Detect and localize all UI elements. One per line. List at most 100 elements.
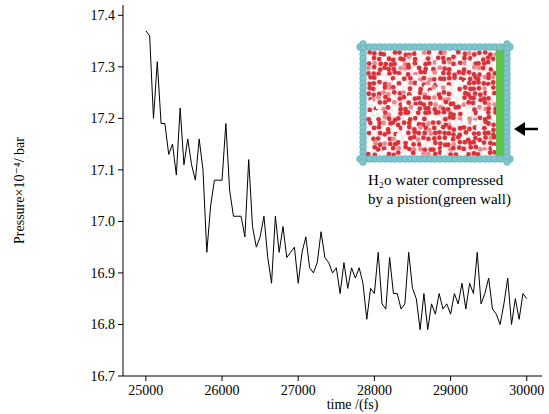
molecule xyxy=(402,126,407,131)
molecule xyxy=(412,130,417,135)
molecule xyxy=(381,90,386,95)
molecule xyxy=(413,92,418,97)
x-tick xyxy=(450,376,451,381)
molecule xyxy=(382,141,387,146)
molecule xyxy=(372,51,377,56)
molecule xyxy=(478,147,483,152)
molecule xyxy=(456,105,461,110)
molecule xyxy=(392,90,397,95)
molecule xyxy=(427,70,432,75)
molecule xyxy=(382,85,387,90)
molecule xyxy=(446,92,451,97)
molecule xyxy=(441,71,446,76)
molecule xyxy=(441,151,446,156)
molecule xyxy=(391,136,396,141)
molecule xyxy=(376,125,381,130)
molecule xyxy=(436,120,441,125)
molecule xyxy=(391,120,396,125)
molecule xyxy=(442,50,447,55)
molecule xyxy=(381,120,386,125)
molecule xyxy=(472,65,477,70)
molecule xyxy=(451,127,456,132)
molecule xyxy=(483,150,488,155)
molecule xyxy=(396,140,401,145)
molecule xyxy=(367,81,372,86)
molecule xyxy=(366,91,371,96)
molecule xyxy=(371,136,376,141)
molecule xyxy=(491,122,496,127)
molecule xyxy=(366,112,371,117)
molecule xyxy=(457,145,462,150)
molecule xyxy=(476,131,481,136)
molecule xyxy=(386,105,391,110)
molecule xyxy=(476,61,481,66)
molecule xyxy=(426,137,431,142)
molecule xyxy=(407,120,412,125)
molecule xyxy=(422,50,427,55)
molecule xyxy=(378,62,383,67)
molecule xyxy=(457,80,462,85)
molecule xyxy=(406,65,411,70)
molecule xyxy=(372,65,377,70)
molecule xyxy=(456,135,461,140)
molecule xyxy=(387,71,392,76)
molecule xyxy=(487,102,492,107)
molecule xyxy=(436,110,441,115)
molecule xyxy=(426,56,431,61)
molecule xyxy=(416,137,421,142)
molecule xyxy=(447,76,452,81)
molecule xyxy=(486,55,491,60)
molecule xyxy=(477,86,482,91)
molecule xyxy=(442,76,447,81)
molecule xyxy=(452,75,457,80)
molecule xyxy=(451,137,456,142)
molecule xyxy=(372,120,377,125)
molecule xyxy=(483,135,488,140)
molecule xyxy=(422,70,427,75)
molecule xyxy=(472,52,477,57)
x-tick-label: 28000 xyxy=(357,383,392,398)
molecule xyxy=(416,50,421,55)
molecule xyxy=(408,105,413,110)
molecule xyxy=(432,95,437,100)
molecule xyxy=(381,52,386,57)
inset-image xyxy=(357,41,514,166)
molecule xyxy=(433,140,438,145)
molecule xyxy=(473,91,478,96)
molecule xyxy=(471,101,476,106)
molecule xyxy=(398,66,403,71)
molecule xyxy=(408,76,413,81)
molecule xyxy=(436,87,441,92)
molecule xyxy=(447,125,452,130)
molecule xyxy=(381,76,386,81)
molecule xyxy=(476,80,481,85)
molecule xyxy=(382,65,387,70)
molecule xyxy=(486,131,491,136)
y-tick xyxy=(118,169,123,170)
molecule xyxy=(427,50,432,55)
molecule xyxy=(372,126,377,131)
y-tick xyxy=(118,376,123,377)
molecule xyxy=(491,56,496,61)
molecule xyxy=(462,125,467,130)
molecule xyxy=(442,60,447,65)
molecule xyxy=(368,100,373,105)
molecule xyxy=(397,81,402,86)
y-tick-label: 17.4 xyxy=(91,8,116,23)
molecule xyxy=(417,81,422,86)
molecule xyxy=(376,136,381,141)
molecule xyxy=(438,141,443,146)
molecule xyxy=(487,85,492,90)
molecule xyxy=(486,110,491,115)
molecule xyxy=(431,85,436,90)
molecule xyxy=(373,141,378,146)
molecule xyxy=(371,81,376,86)
molecule xyxy=(426,106,431,111)
molecule xyxy=(416,110,421,115)
y-tick-label: 17.3 xyxy=(91,60,116,75)
molecule xyxy=(461,71,466,76)
molecule xyxy=(477,137,482,142)
molecule xyxy=(456,120,461,125)
molecule xyxy=(477,72,482,77)
molecule xyxy=(491,128,496,133)
